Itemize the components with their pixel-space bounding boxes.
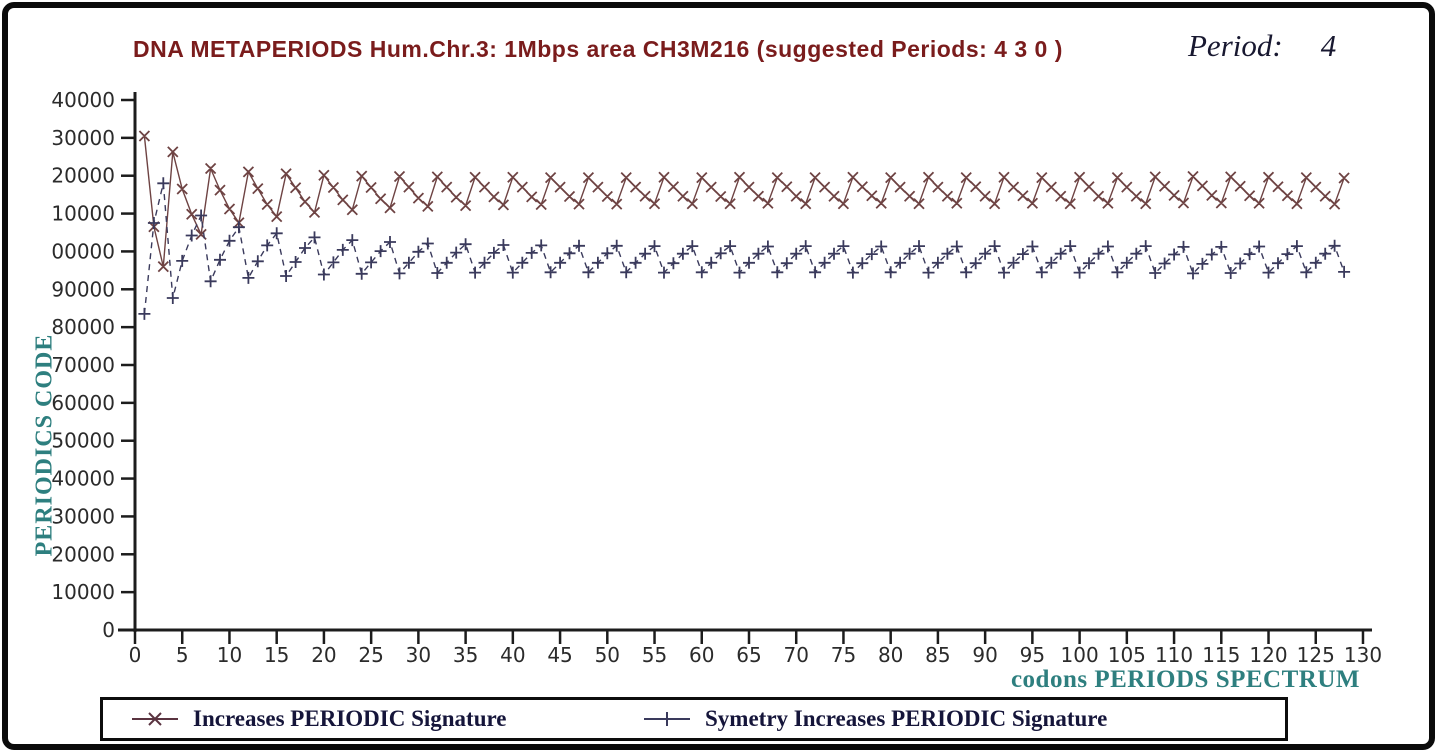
x-tick-label: 100	[1061, 643, 1099, 667]
series-line-increases	[143, 135, 1345, 267]
x-tick-label: 15	[264, 643, 289, 667]
period-value: 4	[1320, 28, 1337, 63]
y-tick-label: 30000	[51, 126, 115, 150]
series-markers-symetry	[138, 177, 1351, 320]
y-tick-label: 00000	[51, 239, 115, 263]
x-tick-label: 55	[642, 643, 667, 667]
series-markers-increases	[138, 130, 1350, 273]
x-tick-label: 85	[925, 643, 950, 667]
y-tick-label: 90000	[51, 277, 115, 301]
y-tick-label: 50000	[51, 429, 115, 453]
series-line-symetry	[143, 183, 1345, 314]
y-tick-label: 70000	[51, 353, 115, 377]
x-tick-label: 30	[406, 643, 431, 667]
period-label: Period:	[1188, 28, 1283, 63]
y-tick-label: 40000	[51, 467, 115, 491]
x-tick-label: 35	[453, 643, 478, 667]
chart-title: DNA METAPERIODS Hum.Chr.3: 1Mbps area CH…	[133, 36, 1063, 62]
y-tick-label: 10000	[51, 202, 115, 226]
x-tick-label: 5	[176, 643, 189, 667]
y-tick-label: 0	[102, 618, 115, 642]
x-tick-label: 45	[547, 643, 572, 667]
y-tick-label: 80000	[51, 315, 115, 339]
x-tick-label: 65	[736, 643, 761, 667]
period-indicator: Period: 4	[1188, 28, 1336, 64]
x-tick-label: 110	[1155, 643, 1193, 667]
y-tick-label: 20000	[51, 164, 115, 188]
x-tick-label: 130	[1344, 643, 1382, 667]
y-tick-label: 20000	[51, 542, 115, 566]
x-tick-label: 125	[1297, 643, 1335, 667]
x-tick-label: 0	[129, 643, 142, 667]
x-tick-label: 115	[1202, 643, 1240, 667]
plus-marker-icon	[644, 712, 690, 726]
x-tick-label: 20	[311, 643, 336, 667]
x-tick-label: 50	[595, 643, 620, 667]
x-tick-label: 40	[500, 643, 525, 667]
x-tick-label: 75	[831, 643, 856, 667]
y-tick-label: 30000	[51, 504, 115, 528]
legend-entry-symetry: Symetry Increases PERIODIC Signature	[643, 700, 1107, 738]
x-tick-label: 120	[1249, 643, 1287, 667]
y-tick-label: 40000	[51, 88, 115, 112]
x-tick-label: 90	[972, 643, 997, 667]
x-tick-label: 95	[1020, 643, 1045, 667]
legend-entry-increases: Increases PERIODIC Signature	[131, 700, 507, 738]
x-tick-label: 105	[1108, 643, 1146, 667]
x-tick-label: 80	[878, 643, 903, 667]
x-tick-label: 70	[783, 643, 808, 667]
x-axis-caption: codons PERIODS SPECTRUM	[1010, 666, 1360, 693]
y-tick-label: 10000	[51, 580, 115, 604]
legend-label: Increases PERIODIC Signature	[193, 706, 507, 731]
x-tick-label: 10	[217, 643, 242, 667]
y-tick-label: 60000	[51, 391, 115, 415]
x-marker-icon	[132, 712, 178, 726]
x-tick-label: 25	[358, 643, 383, 667]
legend-label: Symetry Increases PERIODIC Signature	[705, 706, 1108, 731]
legend-box: Increases PERIODIC Signature Symetry Inc…	[100, 697, 1288, 741]
x-tick-label: 60	[689, 643, 714, 667]
